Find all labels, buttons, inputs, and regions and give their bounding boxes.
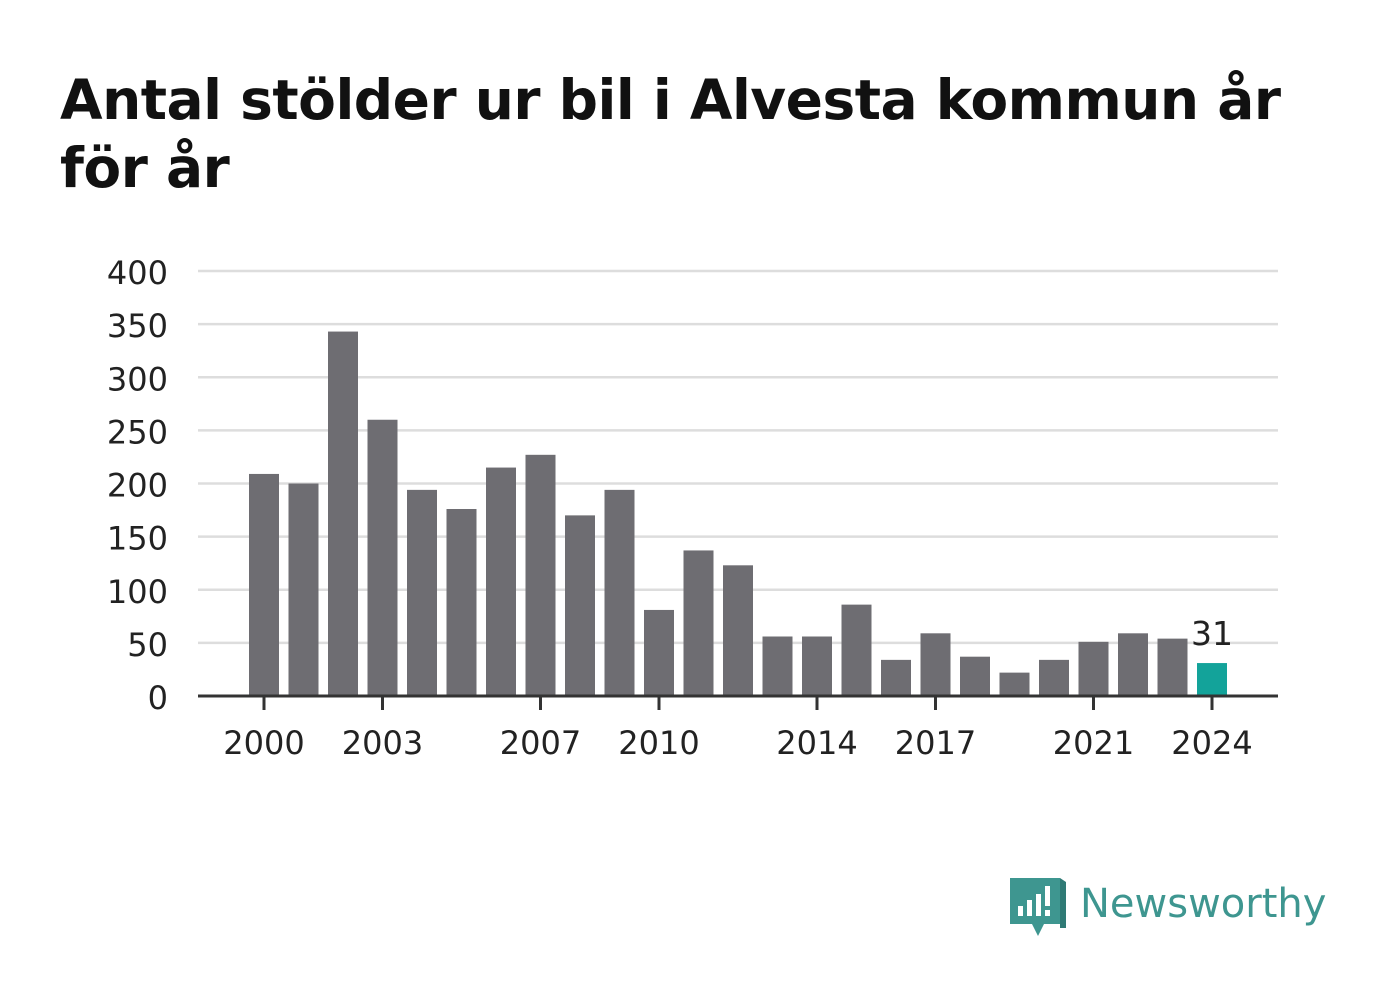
bar-2018 xyxy=(960,656,990,696)
bar-2016 xyxy=(881,659,911,696)
bar-2024 xyxy=(1197,663,1227,696)
bar-2014 xyxy=(802,636,832,696)
y-tick-label: 200 xyxy=(107,467,168,505)
bar-2023 xyxy=(1157,638,1188,696)
bar-2015 xyxy=(841,604,872,696)
newsworthy-logo-icon xyxy=(1010,878,1066,936)
bar-2020 xyxy=(1039,659,1069,696)
y-axis-tick-labels: 0 50 100 150 200 250 300 350 400 xyxy=(107,254,168,717)
y-tick-label: 400 xyxy=(107,254,168,292)
bar-2013 xyxy=(762,636,793,696)
bar-2005 xyxy=(446,509,477,696)
x-tick-label: 2007 xyxy=(500,724,581,762)
x-tick-label: 2017 xyxy=(895,724,976,762)
y-tick-label: 50 xyxy=(127,626,168,664)
bar-2022 xyxy=(1118,633,1148,696)
bar-2007 xyxy=(525,454,556,696)
y-tick-label: 300 xyxy=(107,360,168,398)
x-tick-label: 2010 xyxy=(618,724,699,762)
x-tick-label: 2014 xyxy=(776,724,857,762)
y-tick-label: 150 xyxy=(107,520,168,558)
y-tick-label: 0 xyxy=(148,679,168,717)
bar-2003 xyxy=(367,419,398,696)
data-label: 31 xyxy=(1191,614,1233,653)
bar-2006 xyxy=(486,467,516,696)
chart-title: Antal stölder ur bil i Alvesta kommun år… xyxy=(60,68,1281,200)
y-tick-label: 250 xyxy=(107,413,168,451)
bar-2010 xyxy=(644,609,674,696)
bar-2001 xyxy=(288,483,319,696)
bar-2011 xyxy=(683,550,714,696)
x-tick-label: 2003 xyxy=(342,724,423,762)
x-axis: 2000 2003 2007 2010 2014 2017 2021 2024 xyxy=(198,694,1278,762)
bar-2004 xyxy=(407,489,437,696)
bars xyxy=(249,331,1227,696)
x-tick-label: 2021 xyxy=(1053,724,1134,762)
bar-2021 xyxy=(1078,641,1109,696)
y-tick-label: 350 xyxy=(107,307,168,345)
bar-2000 xyxy=(249,473,279,696)
bar-2002 xyxy=(328,331,358,696)
bar-2009 xyxy=(604,489,635,696)
bar-2012 xyxy=(723,565,753,696)
x-tick-label: 2024 xyxy=(1171,724,1252,762)
bar-2008 xyxy=(565,515,595,696)
x-tick-label: 2000 xyxy=(223,724,304,762)
y-tick-label: 100 xyxy=(107,573,168,611)
data-labels: 31 xyxy=(1191,614,1233,653)
brand-name: Newsworthy xyxy=(1080,881,1327,927)
bar-2019 xyxy=(999,672,1030,696)
bar-2017 xyxy=(920,633,951,696)
